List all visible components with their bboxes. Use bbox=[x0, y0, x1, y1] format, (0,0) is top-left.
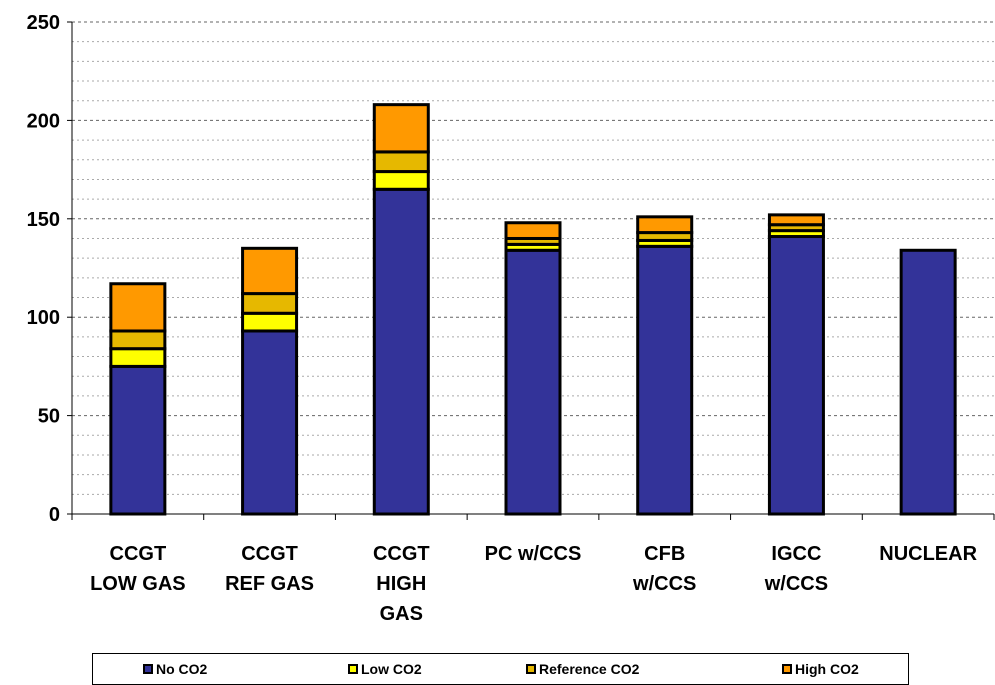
category-label: NUCLEAR bbox=[879, 543, 977, 565]
x-axis-labels: CCGT LOW GAS CCGT REF GAS CCGT HIGH GAS PC w/CC… bbox=[90, 543, 977, 625]
legend-item: Reference CO2 bbox=[526, 661, 639, 677]
bar-segment-high-co2 bbox=[109, 282, 167, 333]
bar-segment-no-co2 bbox=[109, 364, 167, 516]
legend-label: No CO2 bbox=[156, 661, 208, 677]
category-label: PC w/CCS bbox=[485, 543, 582, 565]
legend-swatch bbox=[782, 664, 792, 674]
y-axis-ticks: 0 50 100 150 200 250 bbox=[27, 12, 72, 526]
bar-segment-high-co2 bbox=[372, 103, 430, 154]
legend-swatch bbox=[526, 664, 536, 674]
bar-segment-no-co2 bbox=[899, 248, 957, 516]
bar-segment-high-co2 bbox=[241, 246, 299, 296]
bar-segment-no-co2 bbox=[241, 329, 299, 516]
y-tick-label: 250 bbox=[27, 12, 60, 34]
y-tick-label: 100 bbox=[27, 307, 60, 329]
legend: No CO2 Low CO2 Reference CO2 High CO2 bbox=[92, 653, 909, 685]
legend-label: Reference CO2 bbox=[539, 661, 640, 677]
category-label: CFB w/CCS bbox=[632, 543, 696, 595]
category-label: CCGT REF GAS bbox=[225, 543, 314, 595]
bar-segment-low-co2 bbox=[372, 170, 430, 191]
y-tick-label: 0 bbox=[49, 504, 60, 526]
bar-segment-low-co2 bbox=[241, 311, 299, 333]
bars bbox=[109, 103, 957, 516]
y-tick-label: 50 bbox=[38, 406, 60, 428]
legend-label: High CO2 bbox=[795, 661, 859, 677]
bar-segment-low-co2 bbox=[109, 347, 167, 368]
bar-segment-reference-co2 bbox=[109, 329, 167, 351]
category-label: CCGT HIGH GAS bbox=[373, 543, 430, 625]
bar-segment-high-co2 bbox=[767, 213, 825, 227]
y-tick-label: 150 bbox=[27, 209, 60, 231]
bar-segment-reference-co2 bbox=[241, 292, 299, 315]
category-label: IGCC w/CCS bbox=[764, 543, 828, 595]
legend-label: Low CO2 bbox=[361, 661, 422, 677]
category-label: CCGT LOW GAS bbox=[90, 543, 186, 595]
bar-segment-no-co2 bbox=[636, 244, 694, 516]
bar-segment-no-co2 bbox=[372, 187, 430, 516]
legend-item: Low CO2 bbox=[348, 661, 422, 677]
legend-swatch bbox=[143, 664, 153, 674]
legend-item: No CO2 bbox=[143, 661, 207, 677]
bar-segment-high-co2 bbox=[504, 221, 562, 240]
bar-segment-high-co2 bbox=[636, 215, 694, 235]
legend-item: High CO2 bbox=[782, 661, 859, 677]
y-tick-label: 200 bbox=[27, 110, 60, 132]
axes bbox=[71, 22, 995, 520]
bar-segment-no-co2 bbox=[504, 248, 562, 516]
bar-segment-reference-co2 bbox=[372, 150, 430, 174]
legend-swatch bbox=[348, 664, 358, 674]
bar-segment-no-co2 bbox=[767, 235, 825, 516]
